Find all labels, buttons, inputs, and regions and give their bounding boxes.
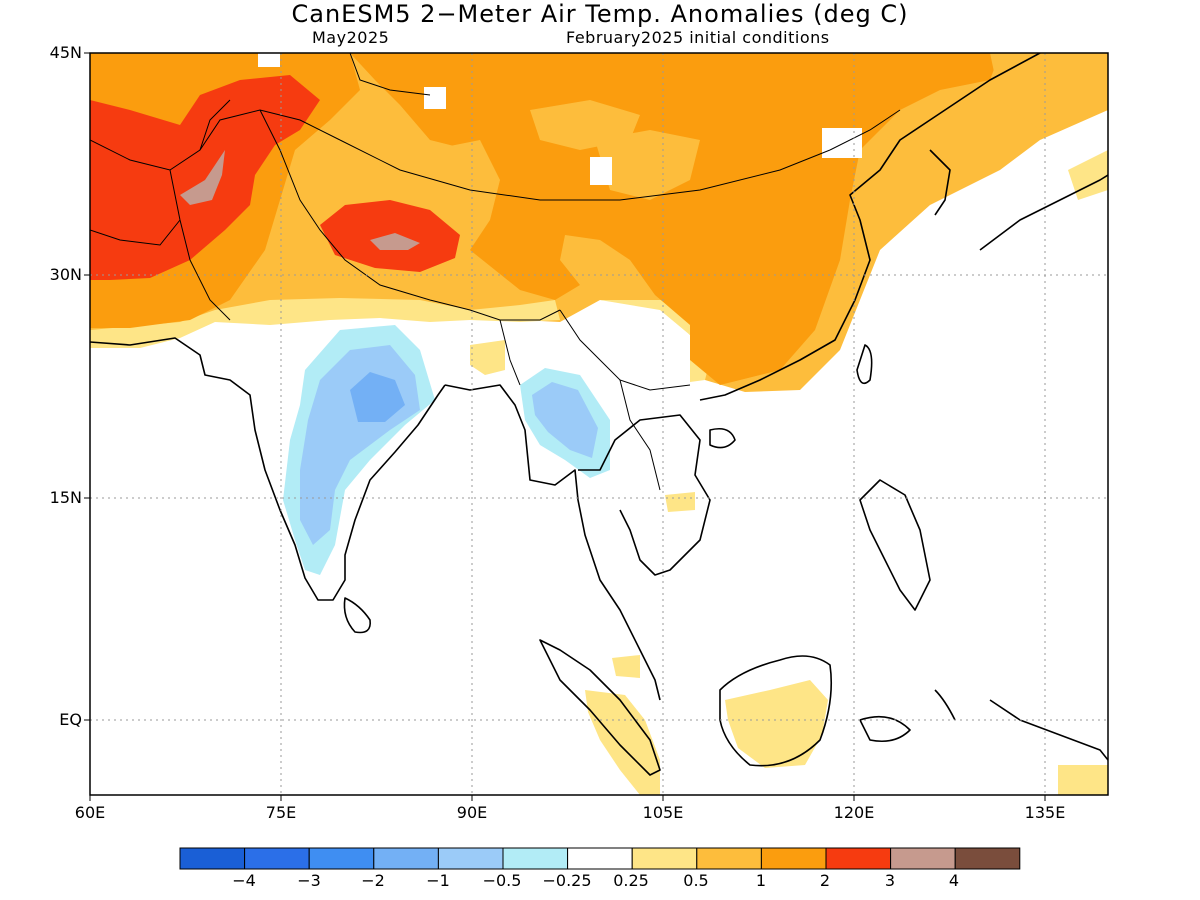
lon-tick-label: 90E (456, 803, 488, 822)
colorbar (179, 847, 1021, 870)
colorbar-label: −0.25 (542, 871, 592, 890)
colorbar-label: −2 (361, 871, 385, 890)
missing-data-cell (424, 87, 446, 109)
colorbar-swatch (308, 847, 375, 870)
colorbar-swatch (631, 847, 698, 870)
lat-tick-label: 30N (49, 265, 82, 284)
colorbar-label: 3 (884, 871, 896, 890)
anomaly-fill-0p5-1-east-edge (990, 53, 1108, 130)
anomaly-fill-3-4-afghanistan (180, 150, 225, 205)
colorbar-swatch (760, 847, 827, 870)
colorbar-swatch (437, 847, 504, 870)
subtitle-target-month: May2025 (312, 28, 390, 47)
coastlines (90, 53, 1108, 776)
axis-ticks (84, 52, 1046, 801)
anomaly-fill-0p25-0p5-sumatra (585, 690, 660, 795)
anomaly-fill-neg1-neg0p5-myanmar (532, 382, 598, 458)
anomaly-fill-0p5-1-east-china (595, 130, 700, 200)
anomaly-fill-0p25-0p5-laos (665, 492, 695, 512)
plot-frame (89, 52, 1109, 796)
anomaly-fill-0p25-0p5-south-edge (90, 298, 560, 348)
anomaly-fill-0p25-0p5-bangladesh (470, 340, 505, 375)
colorbar-label: −0.5 (482, 871, 522, 890)
lon-tick-label: 120E (833, 803, 875, 822)
colorbar-swatch (373, 847, 439, 870)
anomaly-fill-0p25-0p5-new-guinea (1058, 765, 1108, 795)
colorbar-label: −3 (297, 871, 321, 890)
anomaly-fill-0p5-1-inner (530, 100, 640, 150)
lat-tick-label: 45N (49, 43, 82, 62)
subtitle-initial-conditions: February2025 initial conditions (566, 28, 830, 47)
missing-data-cell (590, 157, 612, 185)
grid-lines (90, 53, 1108, 795)
colorbar-swatch (179, 847, 246, 870)
missing-data-cell (822, 128, 862, 158)
lon-tick-label: 135E (1024, 803, 1066, 822)
lon-tick-label: 60E (74, 803, 106, 822)
chart-title: CanESM5 2−Meter Air Temp. Anomalies (deg… (291, 0, 909, 28)
colorbar-swatch (567, 847, 633, 870)
country-borders (90, 53, 901, 491)
colorbar-swatch (244, 847, 310, 870)
colorbar-label: −4 (232, 871, 256, 890)
colorbar-swatch (890, 847, 956, 870)
colorbar-label: 2 (819, 871, 831, 890)
anomaly-fill-0p5-1-central (430, 140, 500, 210)
anomaly-fill-3-4-tibet (370, 233, 420, 250)
lon-tick-label: 105E (642, 803, 684, 822)
colorbar-swatch (954, 847, 1021, 870)
colorbar-swatch (502, 847, 569, 870)
colorbar-swatch (696, 847, 762, 870)
lat-tick-label: 15N (49, 488, 82, 507)
colorbar-label: 1 (755, 871, 767, 890)
missing-data-cell (258, 53, 280, 67)
colorbar-swatch (825, 847, 892, 870)
anomaly-fill-2-3-southwest-asia (90, 75, 320, 280)
colorbar-label: 0.5 (683, 871, 709, 890)
lat-tick-label: EQ (59, 710, 82, 729)
anomaly-fill-neg2-neg1-india (350, 372, 405, 422)
lon-tick-label: 75E (265, 803, 297, 822)
anomaly-fill-0p25-0p5-malaya (612, 655, 640, 678)
colorbar-label: −1 (426, 871, 450, 890)
anomaly-fill-0p25-0p5-borneo (725, 680, 828, 768)
colorbar-label: 0.25 (613, 871, 649, 890)
anomaly-fill-0p25-0p5-japan (1068, 150, 1108, 200)
colorbar-label: 4 (948, 871, 960, 890)
